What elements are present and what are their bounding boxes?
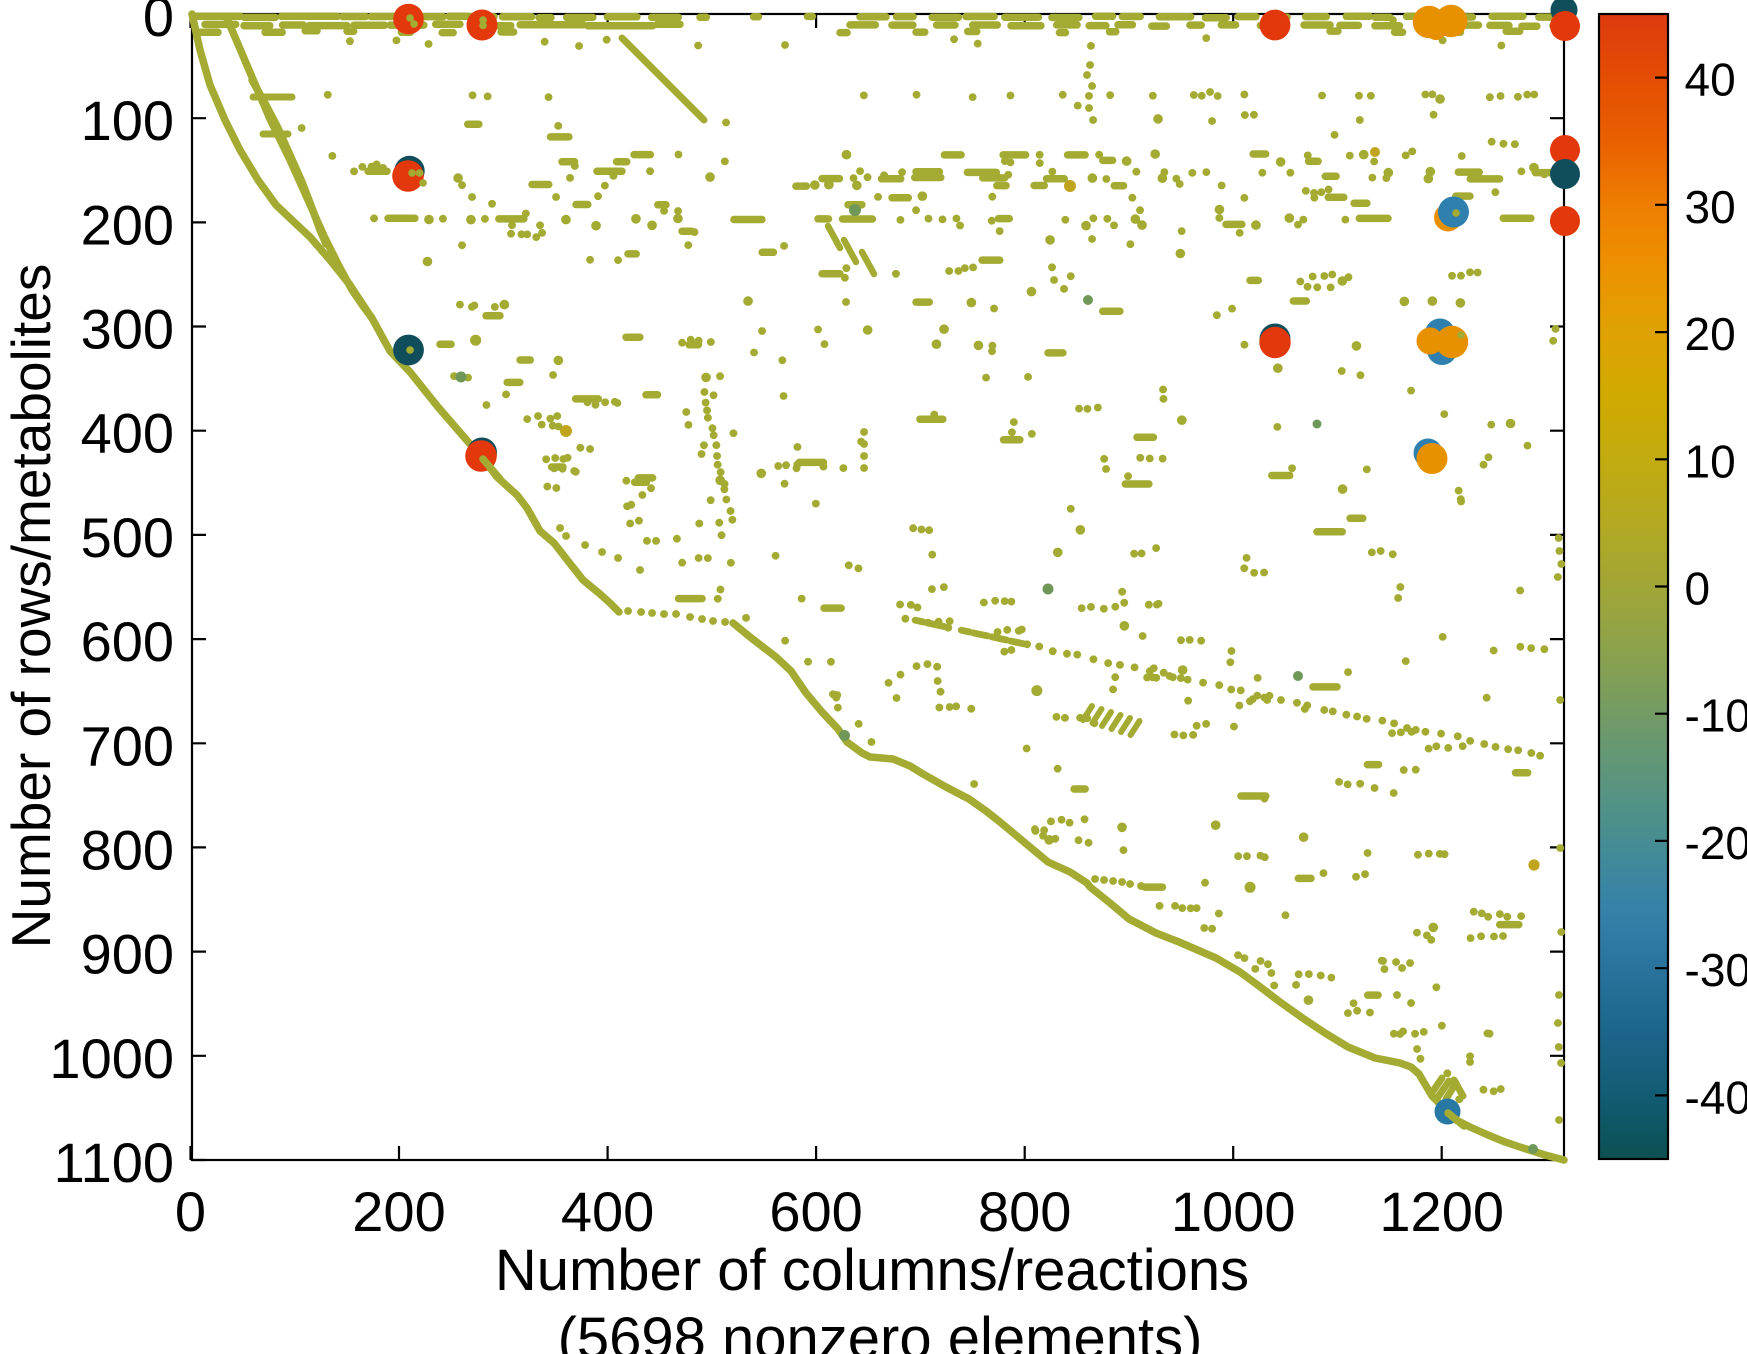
svg-text:10: 10 [1685,435,1736,487]
svg-text:-20: -20 [1685,817,1747,869]
svg-text:400: 400 [561,1180,654,1243]
svg-text:800: 800 [978,1180,1071,1243]
svg-text:600: 600 [769,1180,862,1243]
svg-text:20: 20 [1685,308,1736,360]
svg-text:800: 800 [81,818,174,881]
svg-text:600: 600 [81,610,174,673]
svg-text:400: 400 [81,402,174,465]
svg-text:0: 0 [175,1180,206,1243]
svg-text:1000: 1000 [1171,1180,1296,1243]
svg-text:0: 0 [143,0,174,48]
svg-text:1200: 1200 [1379,1180,1504,1243]
svg-text:-10: -10 [1685,690,1747,742]
svg-text:700: 700 [81,714,174,777]
svg-text:40: 40 [1685,54,1736,106]
svg-text:300: 300 [81,298,174,361]
svg-text:100: 100 [81,89,174,152]
svg-text:200: 200 [352,1180,445,1243]
svg-text:1000: 1000 [49,1027,174,1090]
svg-text:0: 0 [1685,563,1711,615]
svg-text:Number of rows/metabolites: Number of rows/metabolites [0,264,62,949]
svg-text:30: 30 [1685,181,1736,233]
svg-text:(5698 nonzero elements): (5698 nonzero elements) [558,1306,1203,1354]
svg-text:-40: -40 [1685,1071,1747,1123]
svg-text:200: 200 [81,193,174,256]
svg-text:500: 500 [81,506,174,569]
svg-text:-30: -30 [1685,944,1747,996]
svg-text:1100: 1100 [54,1131,174,1194]
svg-text:Number of columns/reactions: Number of columns/reactions [495,1238,1249,1303]
svg-text:900: 900 [81,923,174,986]
